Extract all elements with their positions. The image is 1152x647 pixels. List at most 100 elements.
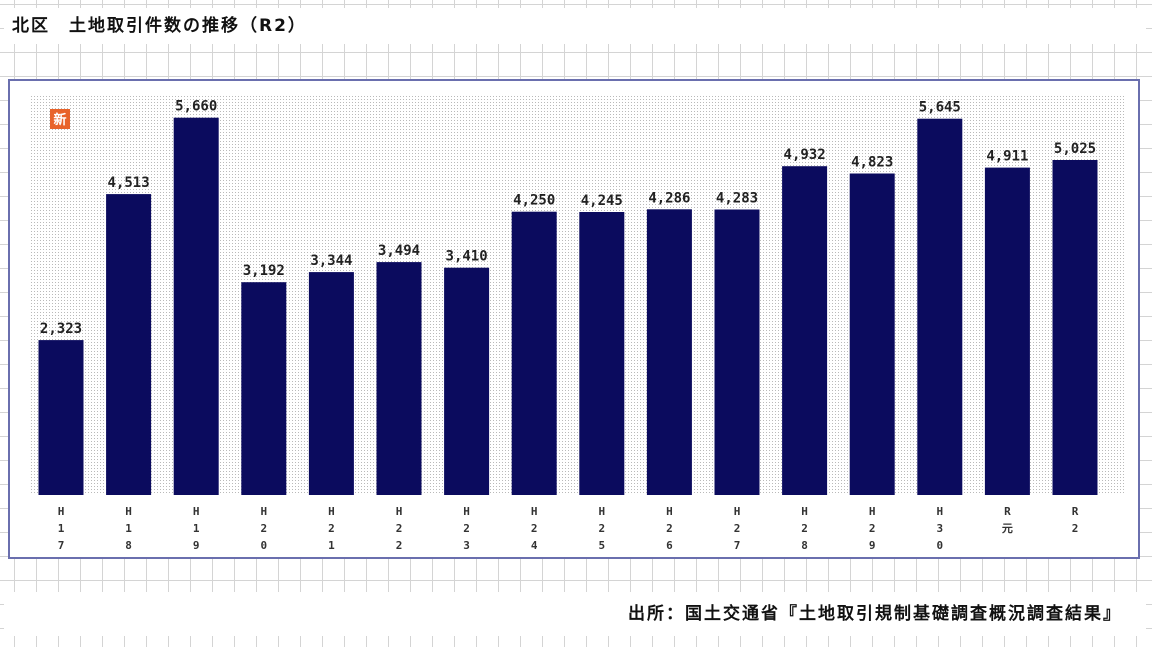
- data-label-H17: 2,323: [40, 321, 82, 337]
- tick-label-char: R: [1072, 505, 1079, 518]
- chart-frame: 新 2,323 4,513 5,660 3,192 3,344 3,494 3,410 4,2…: [8, 79, 1140, 559]
- tick-label-H23: H 2 3: [463, 505, 470, 552]
- bar-H27: [714, 209, 760, 495]
- tick-label-char: 6: [666, 539, 673, 552]
- bar-R2: [1052, 160, 1098, 495]
- tick-label-char: 2: [598, 522, 605, 535]
- tick-label-H28: H 2 8: [801, 505, 808, 552]
- new-badge-text: 新: [53, 112, 66, 128]
- data-label-R元: 4,911: [986, 149, 1028, 165]
- data-label-H18: 4,513: [108, 175, 150, 191]
- tick-label-char: 7: [734, 539, 741, 552]
- tick-label-char: 2: [396, 522, 403, 535]
- tick-label-char: 2: [734, 522, 741, 535]
- tick-label-H21: H 2 1: [328, 505, 335, 552]
- tick-label-char: 2: [396, 539, 403, 552]
- tick-label-char: H: [463, 505, 470, 518]
- data-label-R2: 5,025: [1054, 141, 1096, 157]
- tick-label-char: 2: [666, 522, 673, 535]
- data-label-H29: 4,823: [851, 155, 893, 171]
- bar-H21: [308, 272, 354, 495]
- tick-label-char: H: [869, 505, 876, 518]
- data-label-H20: 3,192: [243, 263, 285, 279]
- bar-H24: [511, 211, 557, 495]
- bar-H28: [782, 166, 828, 495]
- tick-label-R元: R元: [1002, 505, 1013, 535]
- data-label-H22: 3,494: [378, 243, 420, 259]
- bar-H22: [376, 262, 422, 495]
- tick-label-char: 0: [260, 539, 267, 552]
- tick-label-char: 9: [193, 539, 200, 552]
- tick-label-char: 9: [869, 539, 876, 552]
- new-badge: 新: [50, 109, 70, 129]
- bar-H18: [106, 194, 152, 495]
- tick-label-char: 3: [463, 539, 470, 552]
- tick-label-char: 2: [801, 522, 808, 535]
- tick-label-char: 4: [531, 539, 538, 552]
- tick-label-H26: H 2 6: [666, 505, 673, 552]
- tick-label-H17: H 1 7: [58, 505, 65, 552]
- tick-label-H27: H 2 7: [734, 505, 741, 552]
- tick-label-H20: H 2 0: [260, 505, 267, 552]
- tick-label-char: 8: [125, 539, 132, 552]
- tick-label-char: 0: [936, 539, 943, 552]
- tick-label-char: 2: [463, 522, 470, 535]
- tick-label-char: H: [396, 505, 403, 518]
- data-label-H27: 4,283: [716, 191, 758, 207]
- tick-label-char: H: [801, 505, 808, 518]
- bar-H20: [241, 282, 287, 495]
- tick-label-H24: H 2 4: [531, 505, 538, 552]
- data-label-H28: 4,932: [784, 147, 826, 163]
- data-label-H23: 3,410: [446, 249, 488, 265]
- data-label-H21: 3,344: [310, 253, 352, 269]
- tick-label-char: H: [531, 505, 538, 518]
- tick-label-char: R: [1004, 505, 1011, 518]
- tick-label-R2: R2: [1072, 505, 1079, 535]
- data-label-H30: 5,645: [919, 100, 961, 116]
- tick-label-char: 2: [869, 522, 876, 535]
- tick-label-H29: H 2 9: [869, 505, 876, 552]
- tick-label-H30: H 3 0: [936, 505, 943, 552]
- bar-H29: [849, 173, 895, 495]
- tick-label-char: H: [666, 505, 673, 518]
- bar-H19: [173, 117, 219, 495]
- chart-title: 北区 土地取引件数の推移（R2）: [4, 8, 1146, 44]
- tick-label-char: H: [260, 505, 267, 518]
- tick-label-char: H: [125, 505, 132, 518]
- bar-chart: 新 2,323 4,513 5,660 3,192 3,344 3,494 3,410 4,2…: [30, 95, 1124, 552]
- bar-H23: [444, 267, 490, 495]
- tick-label-char: 元: [1002, 522, 1013, 535]
- bar-R元: [984, 167, 1030, 495]
- tick-label-char: 1: [58, 522, 65, 535]
- source-note: 出所：国土交通省『土地取引規制基礎調査概況調査結果』: [4, 592, 1146, 636]
- tick-label-char: 1: [328, 539, 335, 552]
- tick-label-H25: H 2 5: [598, 505, 605, 552]
- tick-label-char: 8: [801, 539, 808, 552]
- tick-label-char: 1: [125, 522, 132, 535]
- tick-label-char: H: [193, 505, 200, 518]
- data-label-H19: 5,660: [175, 99, 217, 115]
- tick-label-char: H: [734, 505, 741, 518]
- tick-label-char: 3: [936, 522, 943, 535]
- tick-label-char: H: [598, 505, 605, 518]
- tick-label-char: 5: [598, 539, 605, 552]
- data-label-H26: 4,286: [648, 190, 690, 206]
- data-label-H25: 4,245: [581, 193, 623, 209]
- tick-label-char: H: [936, 505, 943, 518]
- data-label-H24: 4,250: [513, 193, 555, 209]
- bar-H26: [646, 209, 692, 496]
- tick-label-char: 2: [260, 522, 267, 535]
- tick-label-H22: H 2 2: [396, 505, 403, 552]
- tick-label-char: 1: [193, 522, 200, 535]
- tick-label-char: H: [328, 505, 335, 518]
- tick-label-H18: H 1 8: [125, 505, 132, 552]
- tick-label-char: 7: [58, 539, 65, 552]
- bar-H30: [917, 118, 963, 495]
- tick-label-char: H: [58, 505, 65, 518]
- tick-label-char: 2: [1072, 522, 1079, 535]
- bar-H25: [579, 212, 625, 495]
- bar-H17: [38, 340, 84, 495]
- tick-label-H19: H 1 9: [193, 505, 200, 552]
- tick-label-char: 2: [531, 522, 538, 535]
- tick-label-char: 2: [328, 522, 335, 535]
